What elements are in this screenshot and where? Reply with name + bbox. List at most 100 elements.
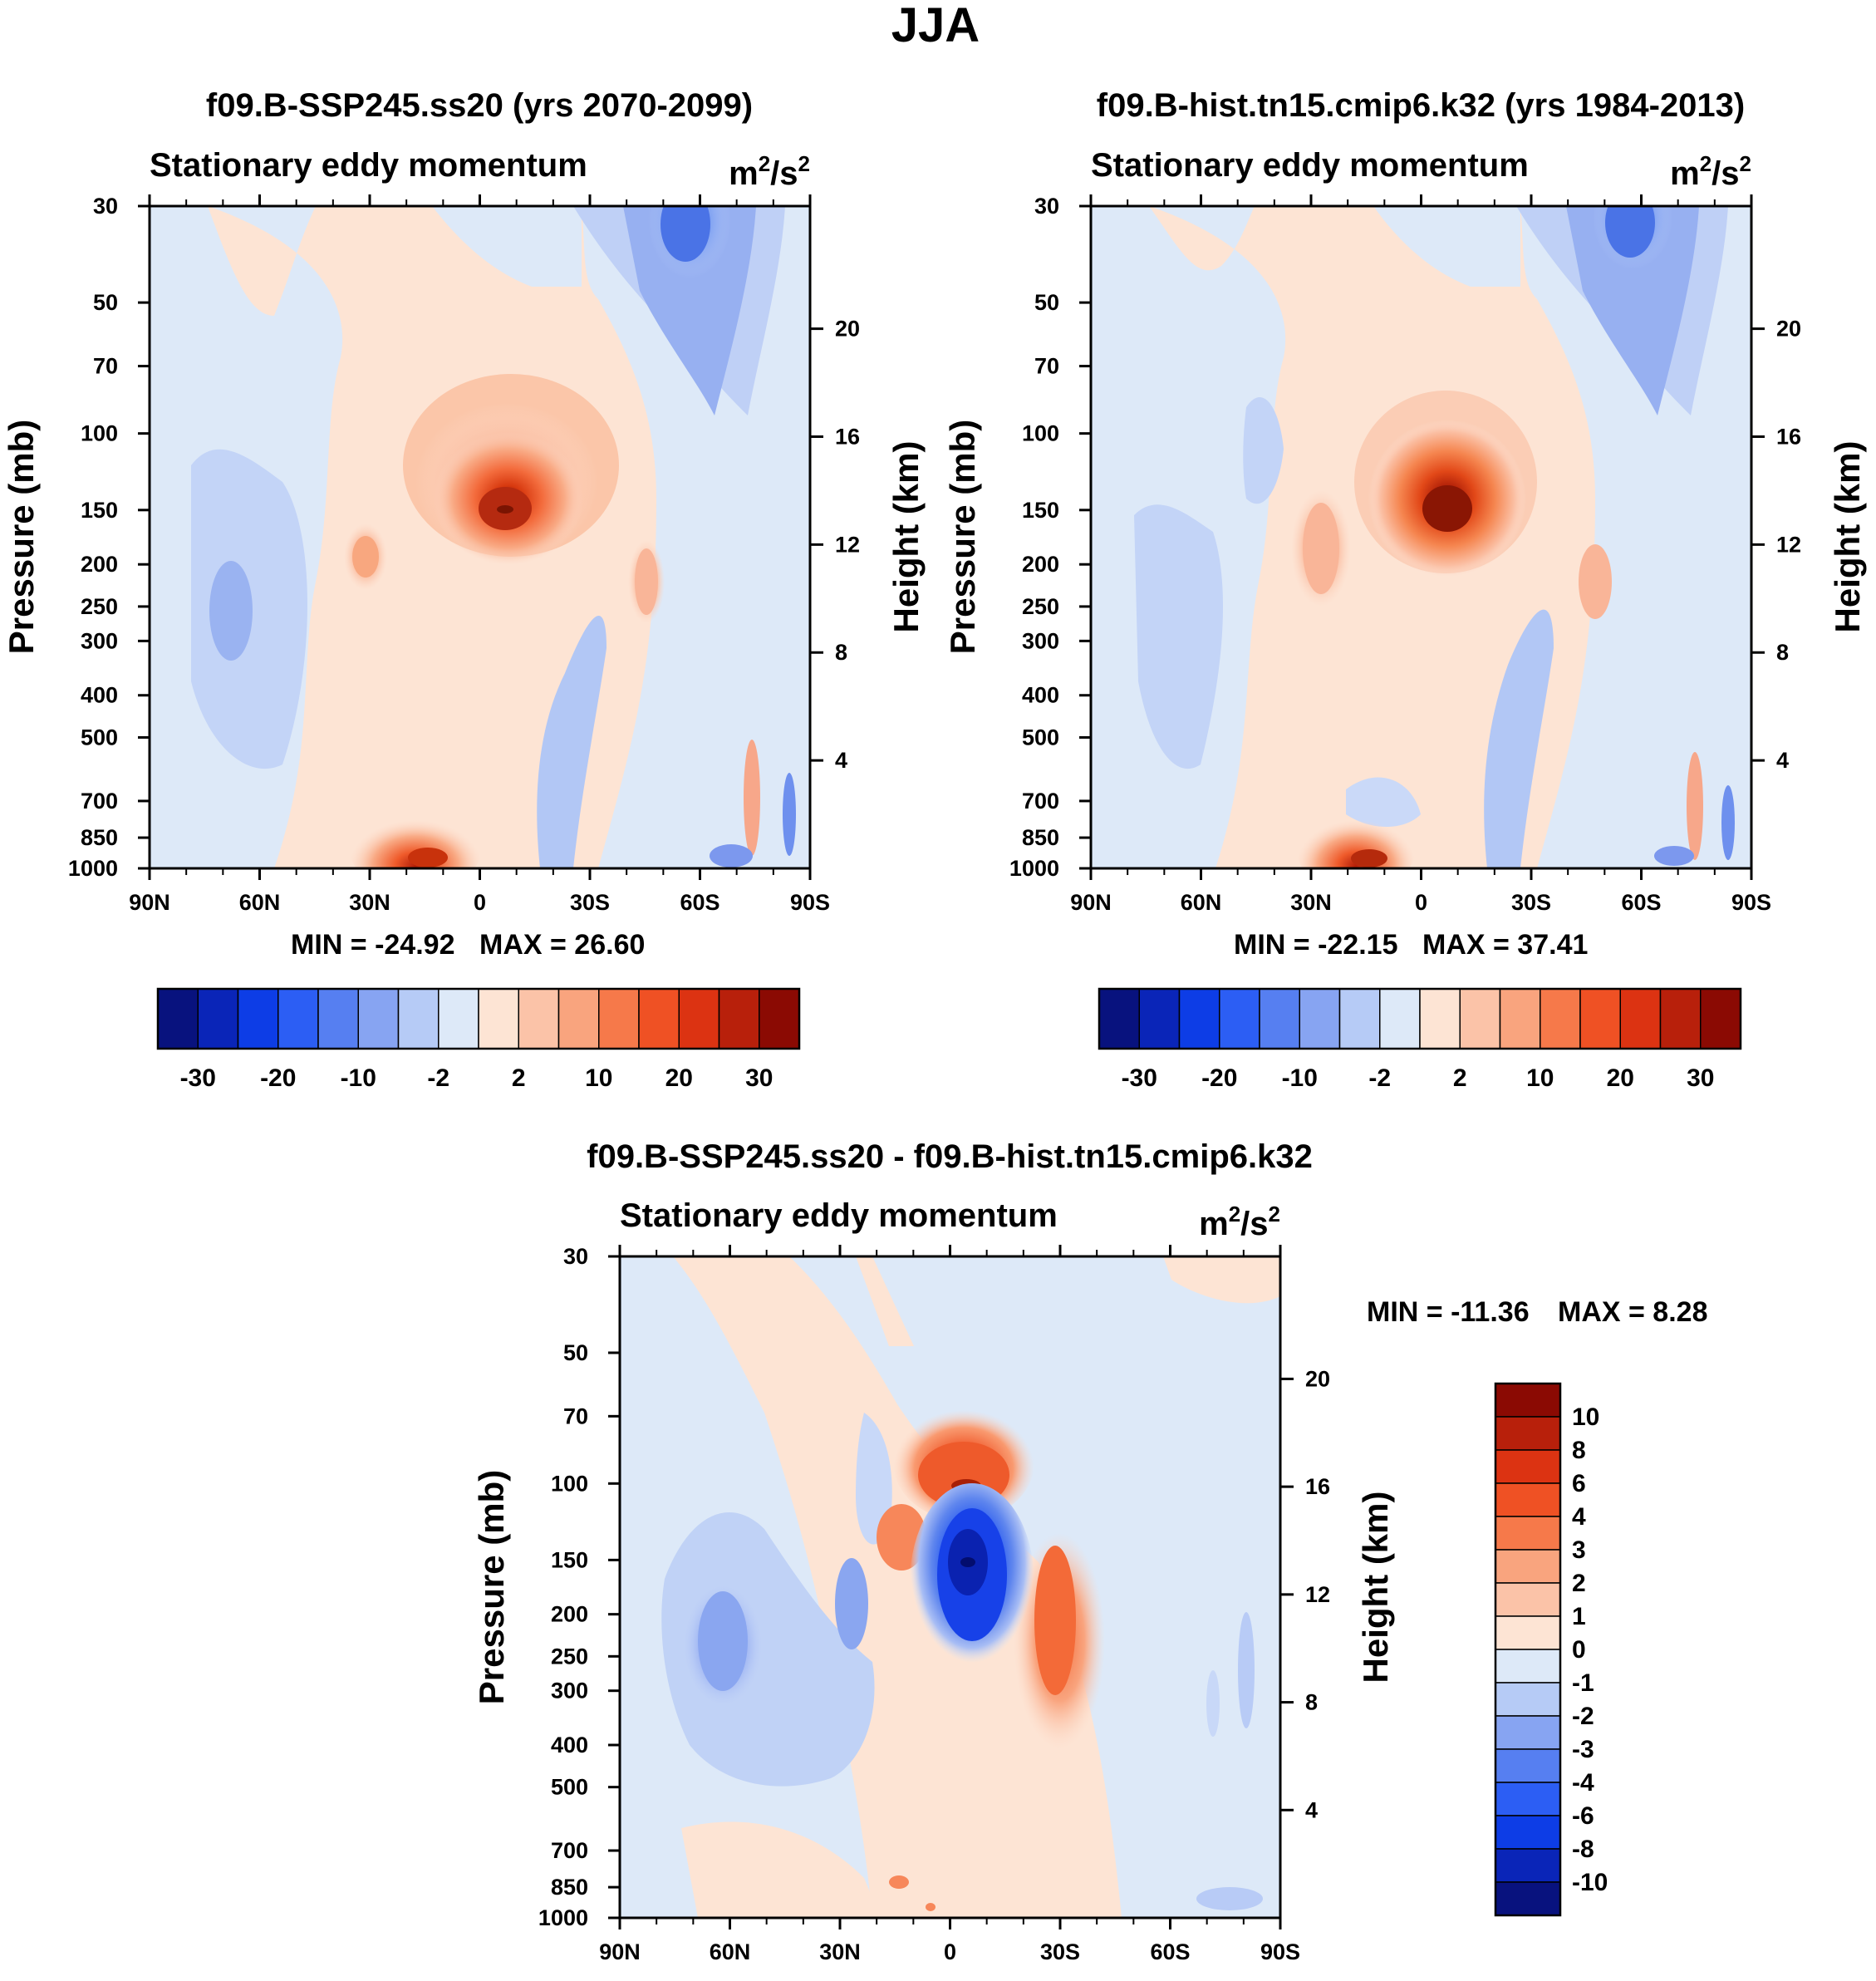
panel-left-label: Stationary eddy momentum bbox=[620, 1197, 1058, 1234]
colorbar-box bbox=[197, 988, 239, 1049]
y-tick-label: 70 bbox=[1034, 354, 1059, 379]
y-tick-label: 700 bbox=[1022, 789, 1059, 814]
panel-future: f09.B-SSP245.ss20 (yrs 2070-2099) Statio… bbox=[2, 87, 926, 1092]
colorbar-box bbox=[1700, 988, 1741, 1049]
colorbar-box bbox=[1495, 1582, 1561, 1617]
colorbar-box bbox=[1495, 1615, 1561, 1650]
colorbar-label: 6 bbox=[1572, 1470, 1586, 1497]
colorbar-label: 20 bbox=[1607, 1064, 1634, 1092]
colorbar-label: -2 bbox=[427, 1064, 449, 1092]
y-tick-label: 500 bbox=[551, 1775, 588, 1800]
y-tick-label: 1000 bbox=[68, 856, 118, 881]
colorbar-label: -10 bbox=[1282, 1064, 1318, 1092]
colorbar-box bbox=[598, 988, 640, 1049]
colorbar-box bbox=[1219, 988, 1260, 1049]
y-tick-label: 70 bbox=[563, 1403, 588, 1428]
y-tick-label: 850 bbox=[81, 825, 118, 850]
colorbar-label: -2 bbox=[1368, 1064, 1391, 1092]
colorbar-box bbox=[1299, 988, 1341, 1049]
y-tick-label: 30 bbox=[563, 1244, 588, 1269]
y-tick-label: 200 bbox=[1022, 552, 1059, 577]
x-tick-label: 30S bbox=[1511, 890, 1551, 915]
y2-axis-label: Height (km) bbox=[1356, 1492, 1395, 1684]
x-tick-label: 30N bbox=[349, 890, 390, 915]
colorbar-label: 10 bbox=[1572, 1403, 1599, 1431]
height-tick-label: 20 bbox=[1776, 317, 1801, 342]
contour-field bbox=[620, 1256, 1280, 1918]
panel-difference: f09.B-SSP245.ss20 - f09.B-hist.tn15.cmip… bbox=[472, 1138, 1707, 1964]
colorbar-box bbox=[1419, 988, 1461, 1049]
y-tick-label: 1000 bbox=[1009, 856, 1059, 881]
colorbar-label: 3 bbox=[1572, 1536, 1586, 1564]
height-tick-label: 16 bbox=[1305, 1474, 1330, 1499]
y-tick-label: 200 bbox=[81, 552, 118, 577]
x-tick-label: 0 bbox=[1415, 890, 1427, 915]
y-tick-label: 150 bbox=[81, 498, 118, 523]
y-axis-label: Pressure (mb) bbox=[472, 1470, 511, 1704]
colorbar-box bbox=[678, 988, 720, 1049]
colorbar-label: 30 bbox=[1687, 1064, 1714, 1092]
y-tick-label: 400 bbox=[81, 683, 118, 708]
y-tick-label: 100 bbox=[551, 1471, 588, 1496]
colorbar-box bbox=[1495, 1782, 1561, 1816]
colorbar-label: 10 bbox=[585, 1064, 612, 1092]
y-tick-label: 850 bbox=[1022, 825, 1059, 850]
colorbar-frame bbox=[1098, 987, 1742, 1050]
panel-title: f09.B-SSP245.ss20 (yrs 2070-2099) bbox=[206, 87, 753, 124]
y-tick-label: 150 bbox=[551, 1547, 588, 1572]
colorbar-box bbox=[478, 988, 519, 1049]
y-tick-label: 400 bbox=[1022, 683, 1059, 708]
colorbar-label: -10 bbox=[1572, 1869, 1608, 1896]
colorbar-label: -20 bbox=[1201, 1064, 1237, 1092]
colorbar-box bbox=[1495, 1449, 1561, 1484]
y-tick-label: 300 bbox=[551, 1679, 588, 1703]
colorbar-box bbox=[1495, 1416, 1561, 1451]
y-tick-label: 850 bbox=[551, 1875, 588, 1900]
height-tick-label: 12 bbox=[835, 532, 860, 557]
panel-units: m2/s2 bbox=[729, 151, 810, 192]
panel-title: f09.B-SSP245.ss20 - f09.B-hist.tn15.cmip… bbox=[587, 1138, 1313, 1175]
y-axis-label: Pressure (mb) bbox=[943, 420, 982, 654]
colorbar-box bbox=[357, 988, 400, 1049]
colorbar-box bbox=[1098, 988, 1140, 1049]
colorbar-label: -2 bbox=[1572, 1703, 1594, 1730]
colorbar-label: 0 bbox=[1572, 1636, 1586, 1664]
colorbar-label: -3 bbox=[1572, 1736, 1594, 1763]
y-tick-label: 50 bbox=[1034, 290, 1059, 315]
colorbar-label: -30 bbox=[1122, 1064, 1157, 1092]
colorbar-box bbox=[1338, 988, 1381, 1049]
panel-units: m2/s2 bbox=[1670, 151, 1751, 192]
x-tick-label: 60N bbox=[1181, 890, 1222, 915]
panel-left-label: Stationary eddy momentum bbox=[1091, 147, 1529, 184]
height-tick-label: 4 bbox=[1305, 1797, 1318, 1822]
colorbar-label: -4 bbox=[1572, 1769, 1594, 1797]
colorbar-label: 8 bbox=[1572, 1437, 1586, 1464]
x-tick-label: 90N bbox=[1070, 890, 1112, 915]
x-tick-label: 90S bbox=[1731, 890, 1771, 915]
colorbar-label: 20 bbox=[665, 1064, 693, 1092]
colorbar-box bbox=[1459, 988, 1501, 1049]
y-tick-label: 200 bbox=[551, 1602, 588, 1627]
y-tick-label: 70 bbox=[93, 354, 118, 379]
colorbar-box bbox=[1495, 1516, 1561, 1551]
colorbar-label: 1 bbox=[1572, 1603, 1586, 1630]
colorbar-box bbox=[718, 988, 760, 1049]
panel-historical: f09.B-hist.tn15.cmip6.k32 (yrs 1984-2013… bbox=[943, 87, 1867, 1092]
height-tick-label: 20 bbox=[1305, 1366, 1330, 1391]
height-tick-label: 4 bbox=[835, 748, 847, 773]
colorbar-box bbox=[1379, 988, 1421, 1049]
height-tick-label: 12 bbox=[1305, 1582, 1330, 1607]
x-tick-label: 30N bbox=[1290, 890, 1332, 915]
height-tick-label: 12 bbox=[1776, 532, 1801, 557]
colorbar-box bbox=[1178, 988, 1220, 1049]
height-tick-label: 8 bbox=[1305, 1690, 1318, 1715]
x-tick-label: 0 bbox=[944, 1939, 956, 1964]
panel-units: m2/s2 bbox=[1199, 1202, 1280, 1242]
x-tick-label: 90N bbox=[129, 890, 170, 915]
x-tick-label: 60N bbox=[710, 1939, 751, 1964]
y-tick-label: 50 bbox=[563, 1340, 588, 1365]
height-tick-label: 8 bbox=[835, 640, 847, 665]
min-label: MIN = -24.92 bbox=[291, 929, 454, 961]
colorbar-box bbox=[759, 988, 800, 1049]
